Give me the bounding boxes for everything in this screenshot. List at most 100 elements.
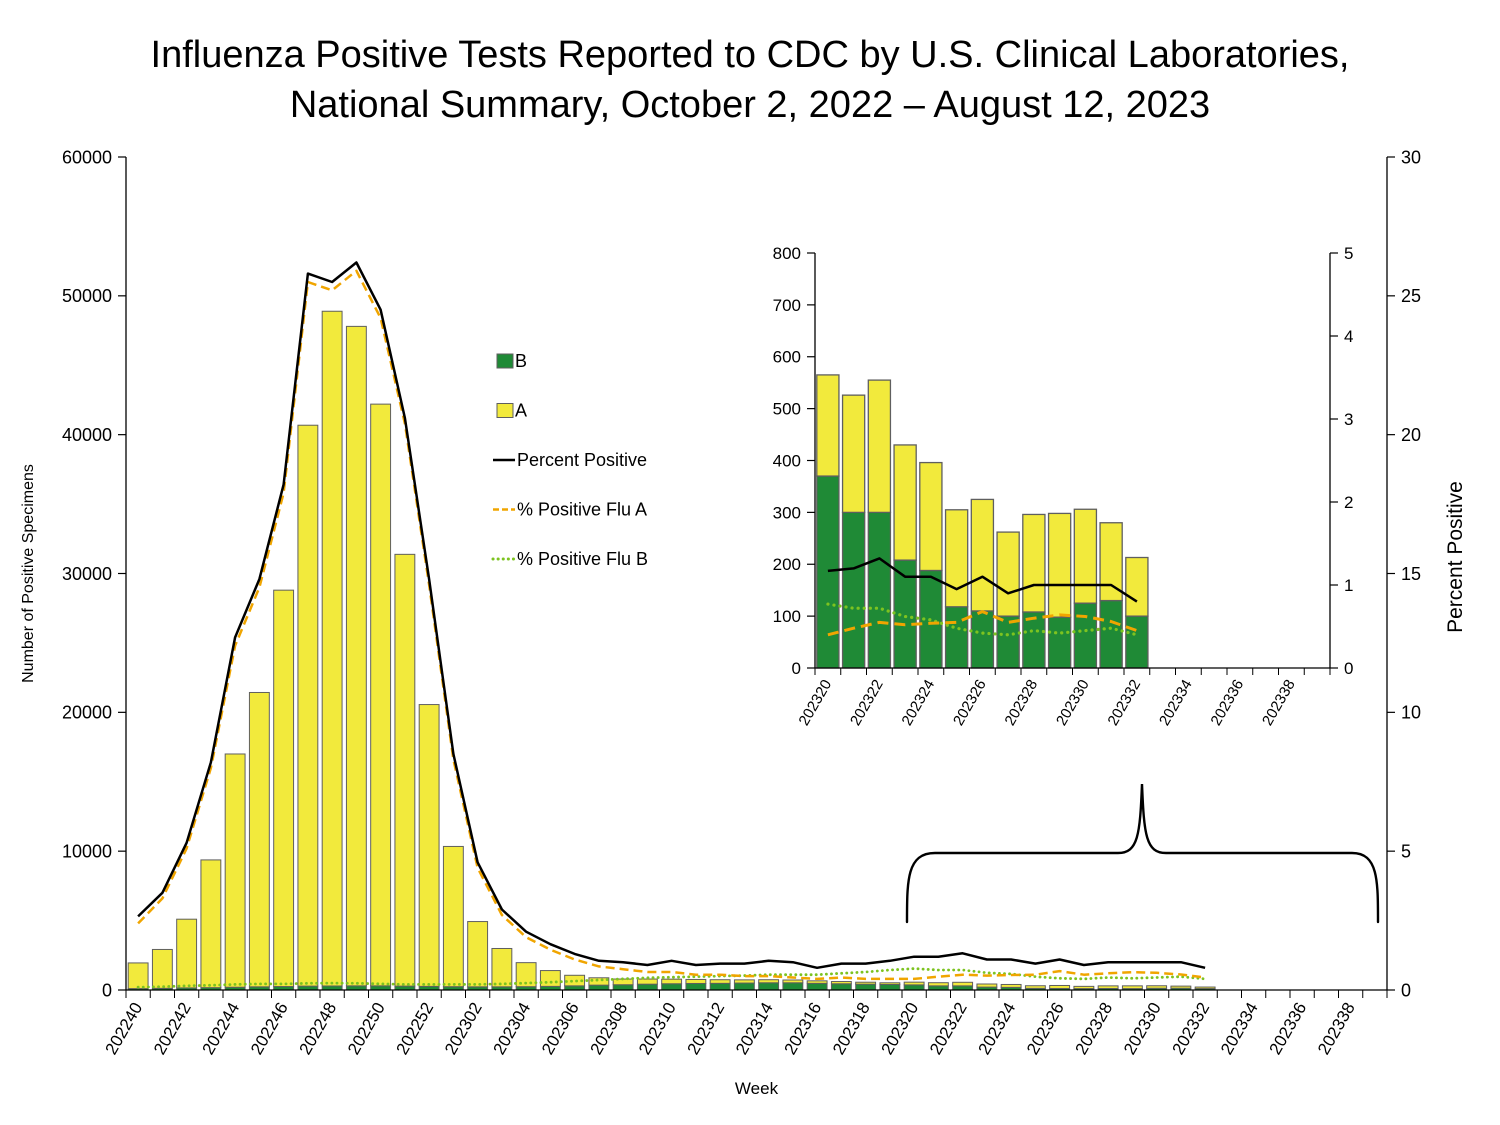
main-bar-b-202313 [733,982,755,991]
legend-entry-a-swatch [496,403,514,418]
inset-y-tick-label: 600 [773,348,801,367]
main-bar-b-202310 [661,983,683,991]
main-y-tick-label: 20000 [62,703,112,723]
main-y2-tick-label: 30 [1401,147,1421,167]
inset-bar-a-202325 [944,509,969,608]
inset-pct-flu-a-line [827,610,1138,637]
main-bar-a-202328 [1097,985,1119,989]
main-bar-b-202308 [612,984,634,991]
legend-entry-b-swatch [496,353,514,369]
main-pct-flu-a-line [137,269,1206,981]
main-x-tick-label: 202312 [684,999,729,1058]
main-pct-flu-b-line [136,967,1207,989]
main-x-tick-label: 202302 [441,999,486,1058]
main-bar-a-202250 [370,403,392,987]
main-y-tick-label: 0 [102,980,112,1000]
main-x-tick-label: 202308 [587,999,632,1058]
inset-y2-tick-label: 0 [1344,659,1353,678]
main-y2-tick-label: 5 [1401,841,1411,861]
main-bar-b-202317 [830,983,852,991]
inset-bar-a-202320 [816,374,840,477]
inset-x-tick-label: 202330 [1053,677,1093,729]
inset-y-tick-label: 800 [773,244,801,263]
main-bar-a-202247 [297,424,319,987]
inset-x-tick-label: 202322 [847,677,887,729]
main-y-tick-label: 40000 [62,425,112,445]
main-x-tick-label: 202322 [926,999,971,1058]
inset-bar-a-202326 [970,498,995,612]
main-bar-b-202312 [709,982,731,991]
main-x-tick-label: 202240 [102,999,147,1058]
main-bar-b-202320 [903,984,925,991]
inset-y-tick-label: 400 [773,451,801,470]
main-y2-tick-label: 25 [1401,286,1421,306]
inset-bar-a-202332 [1125,556,1149,617]
main-x-tick-label: 202242 [150,999,195,1058]
main-bar-a-202323 [976,983,998,988]
main-bar-a-202304 [515,962,537,988]
main-bar-a-202307 [588,977,610,986]
inset-y-tick-label: 100 [773,607,801,626]
main-y2-tick-label: 0 [1401,980,1411,1000]
legend-entry-percent-positive-label: Percent Positive [517,450,647,470]
main-bar-a-202329 [1121,985,1143,990]
inset-bar-b-202326 [970,610,995,669]
legend-entry-a-label: A [515,401,527,421]
legend: B A Percent Positive % Positive Flu A % Posi… [491,351,648,569]
chart-title: Influenza Positive Tests Reported to CDC… [0,30,1500,130]
main-x-tick-label: 202326 [1023,999,1068,1058]
main-y2-axis-label: Percent Positive [1444,481,1467,633]
main-y2-tick-label: 10 [1401,703,1421,723]
main-bar-b-202319 [879,983,901,991]
main-bar-b-202311 [685,982,707,991]
inset-x-tick-label: 202320 [795,677,835,729]
main-bar-a-202245 [248,691,270,988]
inset-bar-a-202331 [1099,522,1123,602]
inset-percent-positive-line [827,557,1138,603]
main-bar-a-202302 [467,921,489,988]
main-percent-positive-line [137,261,1206,970]
main-x-tick-label: 202318 [829,999,874,1058]
main-bar-a-202249 [345,325,367,987]
chart-title-line-1: Influenza Positive Tests Reported to CDC… [150,34,1350,76]
inset-range-brace-path [905,783,1380,924]
inset-range-brace [905,783,1380,924]
main-y2-tick-label: 15 [1401,564,1421,584]
main-x-tick-label: 202334 [1217,999,1262,1058]
inset-bar-b-202327 [996,615,1020,669]
inset-bar-a-202328 [1022,513,1046,613]
main-bar-a-202241 [151,948,173,989]
main-x-tick-label: 202320 [878,999,923,1058]
main-bar-a-202330 [1146,985,1168,989]
main-bar-a-202332 [1194,986,1216,990]
main-x-tick-label: 202336 [1266,999,1311,1058]
inset-bar-a-202322 [867,379,892,514]
main-bar-a-202326 [1049,984,1071,989]
main-bar-a-202252 [418,704,440,987]
main-x-tick-label: 202310 [635,999,680,1058]
main-bar-a-202244 [224,753,246,988]
chart-title-line-2: National Summary, October 2, 2022 – Augu… [289,84,1211,126]
inset-bar-a-202323 [893,444,917,561]
main-x-tick-label: 202246 [247,999,292,1058]
main-bar-a-202251 [394,553,416,987]
main-bar-a-202324 [1000,983,1022,988]
main-bar-a-202331 [1170,985,1192,989]
legend-entry-b-label: B [515,351,527,371]
legend-entry-positive-flu-b-label: % Positive Flu B [517,549,648,569]
main-y2-tick-label: 20 [1401,425,1421,445]
main-x-axis-label: Week [735,1079,779,1098]
main-bar-a-202242 [176,918,198,989]
main-x-tick-label: 202330 [1120,999,1165,1058]
main-bar-a-202320 [903,981,925,986]
inset-bar-b-202329 [1047,616,1072,669]
main-x-tick-label: 202304 [490,999,535,1058]
main-y-tick-label: 10000 [62,841,112,861]
main-bar-a-202240 [127,962,149,990]
main-bar-a-202303 [491,947,513,988]
main-bar-a-202327 [1073,985,1095,990]
inset-x-tick-label: 202324 [898,677,938,729]
inset-bar-a-202327 [996,531,1020,617]
main-bar-b-202316 [806,982,828,991]
